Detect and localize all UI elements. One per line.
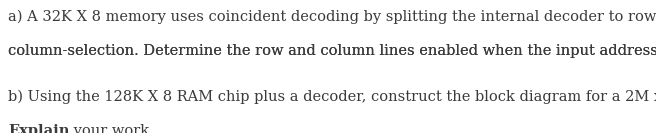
Text: column-selection. Determine the row and column lines enabled when the input addr: column-selection. Determine the row and … <box>8 44 656 58</box>
Text: your work.: your work. <box>70 124 154 133</box>
Text: column-selection. Determine the row and column lines enabled when the input addr: column-selection. Determine the row and … <box>8 44 656 58</box>
Text: Explain: Explain <box>8 124 70 133</box>
Text: b) Using the 128K X 8 RAM chip plus a decoder, construct the block diagram for a: b) Using the 128K X 8 RAM chip plus a de… <box>8 89 656 103</box>
Text: a) A 32K X 8 memory uses coincident decoding by splitting the internal decoder t: a) A 32K X 8 memory uses coincident deco… <box>8 9 656 24</box>
